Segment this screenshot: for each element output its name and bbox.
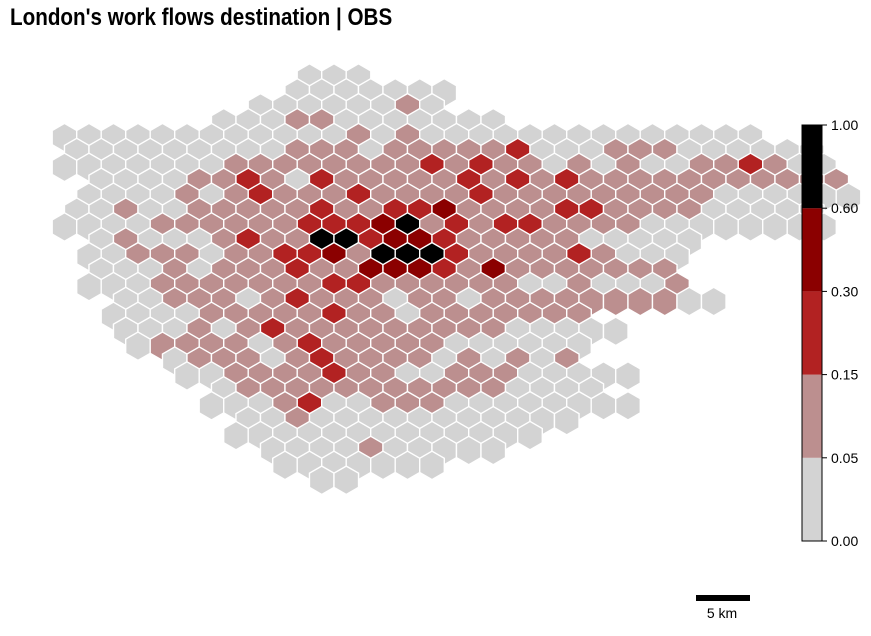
- hex-cell: [615, 390, 641, 421]
- hex-cell: [602, 316, 629, 347]
- hex-cell: [51, 211, 78, 243]
- hex-cell: [51, 152, 78, 183]
- hex-cell: [811, 211, 837, 243]
- hex-cell: [222, 420, 250, 451]
- hex-cell: [124, 331, 152, 362]
- hex-cell: [517, 420, 543, 451]
- hex-cell: [615, 360, 641, 392]
- hex-cell: [308, 465, 335, 496]
- hex-cell: [198, 390, 225, 421]
- hex-cell: [333, 465, 360, 496]
- hex-cell: [419, 450, 445, 481]
- hex-cell: [370, 450, 396, 481]
- hex-cell: [480, 435, 507, 466]
- hex-cell: [786, 211, 813, 243]
- hex-cell: [651, 286, 678, 317]
- hex-cell: [75, 271, 103, 302]
- hex-cell: [762, 211, 788, 243]
- hex-cell: [602, 286, 629, 317]
- hex-cell: [627, 286, 654, 317]
- hex-cell: [173, 360, 201, 392]
- hex-cell: [455, 435, 482, 466]
- hex-cell: [676, 286, 703, 317]
- hex-cell: [835, 182, 862, 213]
- hex-cell: [713, 211, 739, 243]
- hex-cell: [272, 450, 298, 481]
- hex-cell: [737, 211, 764, 243]
- map-title: London's work flows destination | OBS: [10, 4, 393, 31]
- hex-cell: [700, 286, 727, 317]
- hex-cell: [590, 390, 617, 421]
- hex-cell: [553, 405, 580, 436]
- hex-cell: [394, 450, 421, 481]
